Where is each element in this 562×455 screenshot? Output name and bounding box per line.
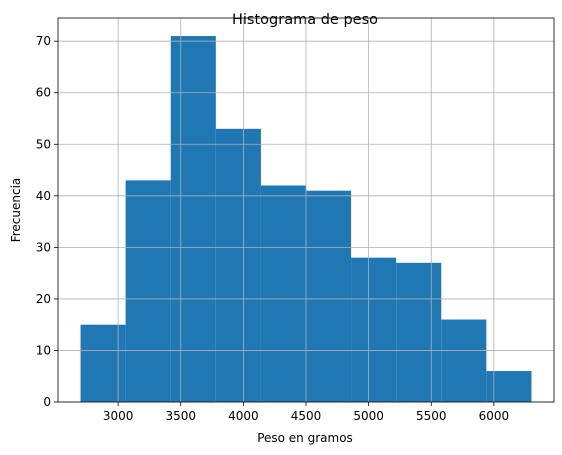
histogram-bar	[80, 324, 126, 402]
bars	[80, 36, 532, 402]
y-axis: 0 10 20 30 40 50 60 70	[36, 34, 58, 409]
histogram-bar	[396, 262, 442, 402]
histogram-bar	[125, 180, 171, 402]
histogram-bar	[441, 319, 487, 402]
y-tick-label: 40	[36, 189, 51, 203]
histogram-bar	[486, 371, 532, 402]
y-tick-label: 20	[36, 292, 51, 306]
y-tick-label: 0	[43, 395, 51, 409]
x-tick-label: 5500	[416, 409, 447, 423]
x-axis-label: Peso en gramos	[257, 431, 353, 445]
y-tick-label: 50	[36, 137, 51, 151]
y-tick-label: 60	[36, 86, 51, 100]
histogram-bar	[306, 190, 352, 402]
histogram-bar	[170, 36, 216, 402]
histogram-bar	[260, 185, 306, 402]
y-axis-label: Frecuencia	[9, 178, 23, 243]
x-tick-label: 3000	[103, 409, 134, 423]
histogram-bar	[351, 257, 397, 402]
chart-title: Histograma de peso	[232, 12, 378, 28]
x-tick-label: 4000	[228, 409, 259, 423]
x-tick-label: 5000	[353, 409, 384, 423]
y-tick-label: 70	[36, 34, 51, 48]
x-tick-label: 3500	[165, 409, 196, 423]
histogram-bar	[215, 128, 261, 402]
x-tick-label: 4500	[291, 409, 322, 423]
y-tick-label: 30	[36, 240, 51, 254]
x-axis: 3000 3500 4000 4500 5000 5500 6000	[103, 402, 509, 423]
x-tick-label: 6000	[479, 409, 510, 423]
y-tick-label: 10	[36, 343, 51, 357]
